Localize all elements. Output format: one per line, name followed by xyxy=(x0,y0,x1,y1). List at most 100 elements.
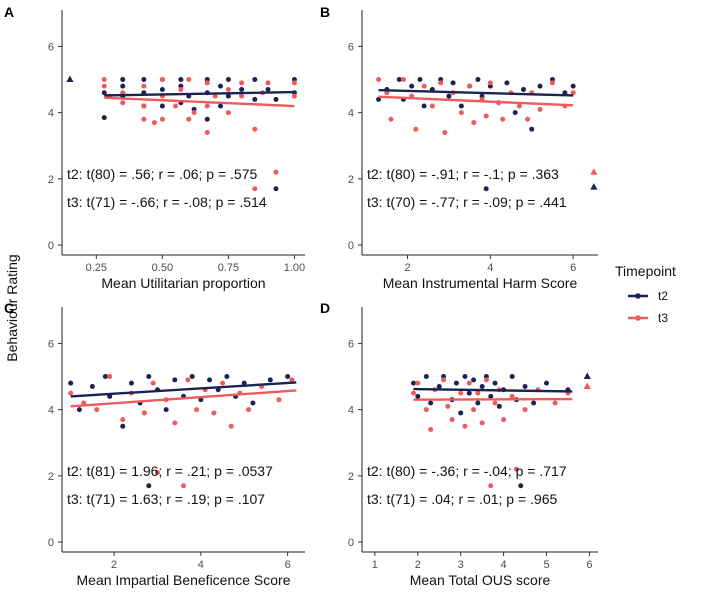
y-tick-label: 2 xyxy=(348,471,354,483)
x-tick-label: 0.50 xyxy=(152,262,173,274)
point-t2 xyxy=(141,77,147,83)
point-t2 xyxy=(128,380,134,386)
y-tick-label: 2 xyxy=(48,174,54,186)
point-t3 xyxy=(525,116,531,122)
point-t3 xyxy=(211,410,217,416)
stat-annotation-t3: t3: t(70) = -.77; r = -.09; p = .441 xyxy=(367,194,567,210)
legend-label-t2: t2 xyxy=(658,289,668,303)
x-tick-label: 4 xyxy=(487,262,493,274)
point-t2 xyxy=(522,383,528,389)
point-t3 xyxy=(204,80,210,86)
point-t3 xyxy=(441,377,447,383)
point-t3 xyxy=(428,427,434,432)
point-t2 xyxy=(146,374,152,380)
fit-line-t3 xyxy=(70,389,297,408)
point-t3 xyxy=(173,103,179,109)
point-t3 xyxy=(410,390,416,396)
point-t2 xyxy=(479,383,485,389)
x-tick-label: 4 xyxy=(501,559,507,571)
point-t2 xyxy=(120,423,126,429)
point-t3 xyxy=(204,103,210,109)
point-t3 xyxy=(178,86,184,92)
point-t2 xyxy=(483,186,489,192)
point-t3 xyxy=(415,380,421,386)
point-t3 xyxy=(400,77,406,83)
stat-annotation-t2: t2: t(80) = .56; r = .06; p = .575 xyxy=(67,166,257,182)
point-t3 xyxy=(501,417,507,423)
point-t3 xyxy=(225,110,231,116)
point-t2 xyxy=(537,83,543,89)
point-t2 xyxy=(570,83,576,89)
x-tick-label: 2 xyxy=(111,559,117,571)
fit-line-t3 xyxy=(378,95,574,107)
point-t2 xyxy=(376,96,382,102)
outlier-triangle-t2 xyxy=(66,75,74,83)
x-tick-label: 1 xyxy=(372,559,378,571)
point-t3 xyxy=(101,83,107,89)
point-t3 xyxy=(181,483,186,489)
x-tick-label: 0.75 xyxy=(218,262,239,274)
point-t2 xyxy=(273,186,279,192)
point-t2 xyxy=(250,400,256,406)
point-t3 xyxy=(154,470,160,476)
panel-label-D: D xyxy=(320,300,330,316)
point-t3 xyxy=(120,100,126,106)
x-axis-label: Mean Total OUS score xyxy=(410,572,551,588)
point-t2 xyxy=(410,380,416,386)
fit-line-t2 xyxy=(378,88,574,97)
point-t3 xyxy=(141,103,147,109)
point-t3 xyxy=(483,113,489,119)
x-tick-label: 3 xyxy=(458,559,464,571)
point-t2 xyxy=(428,400,434,406)
point-t2 xyxy=(252,77,258,83)
point-t2 xyxy=(217,103,223,109)
point-t3 xyxy=(252,126,258,132)
y-tick-label: 6 xyxy=(348,41,354,53)
point-t2 xyxy=(146,483,152,489)
point-t3 xyxy=(185,377,191,383)
fit-line-t2 xyxy=(104,90,295,97)
point-t2 xyxy=(450,80,456,86)
point-t2 xyxy=(415,393,421,399)
point-t3 xyxy=(291,93,297,99)
y-tick-label: 2 xyxy=(48,471,54,483)
point-t3 xyxy=(438,80,444,86)
legend-dot-t2 xyxy=(635,293,641,299)
point-t2 xyxy=(520,86,526,92)
point-t2 xyxy=(102,374,108,380)
legend-label-t3: t3 xyxy=(658,311,668,325)
point-t2 xyxy=(217,83,223,89)
legend-title: Timepoint xyxy=(615,263,676,279)
y-axis-label: Behaviour Rating xyxy=(4,254,20,361)
point-t2 xyxy=(120,77,126,83)
point-t3 xyxy=(212,93,218,99)
point-t3 xyxy=(194,407,200,413)
point-t3 xyxy=(246,407,252,413)
point-t2 xyxy=(518,483,524,489)
y-tick-label: 4 xyxy=(348,108,354,120)
point-t2 xyxy=(421,103,427,109)
point-t3 xyxy=(488,483,494,489)
point-t2 xyxy=(529,126,535,132)
legend: Timepoint t2 t3 xyxy=(615,263,676,325)
point-t3 xyxy=(570,90,576,96)
panel-label-A: A xyxy=(4,4,14,20)
point-t3 xyxy=(467,83,473,89)
point-t3 xyxy=(94,407,100,413)
point-t3 xyxy=(471,120,477,126)
point-t2 xyxy=(224,374,230,380)
y-tick-label: 2 xyxy=(348,174,354,186)
point-t2 xyxy=(453,380,459,386)
x-tick-label: 2 xyxy=(415,559,421,571)
point-t3 xyxy=(413,126,419,132)
point-t3 xyxy=(479,420,485,426)
point-t3 xyxy=(172,420,178,426)
point-t3 xyxy=(445,403,451,409)
point-t2 xyxy=(285,374,291,380)
point-t2 xyxy=(207,377,213,383)
point-t2 xyxy=(492,380,498,386)
point-t3 xyxy=(68,390,74,396)
point-t3 xyxy=(239,93,245,99)
